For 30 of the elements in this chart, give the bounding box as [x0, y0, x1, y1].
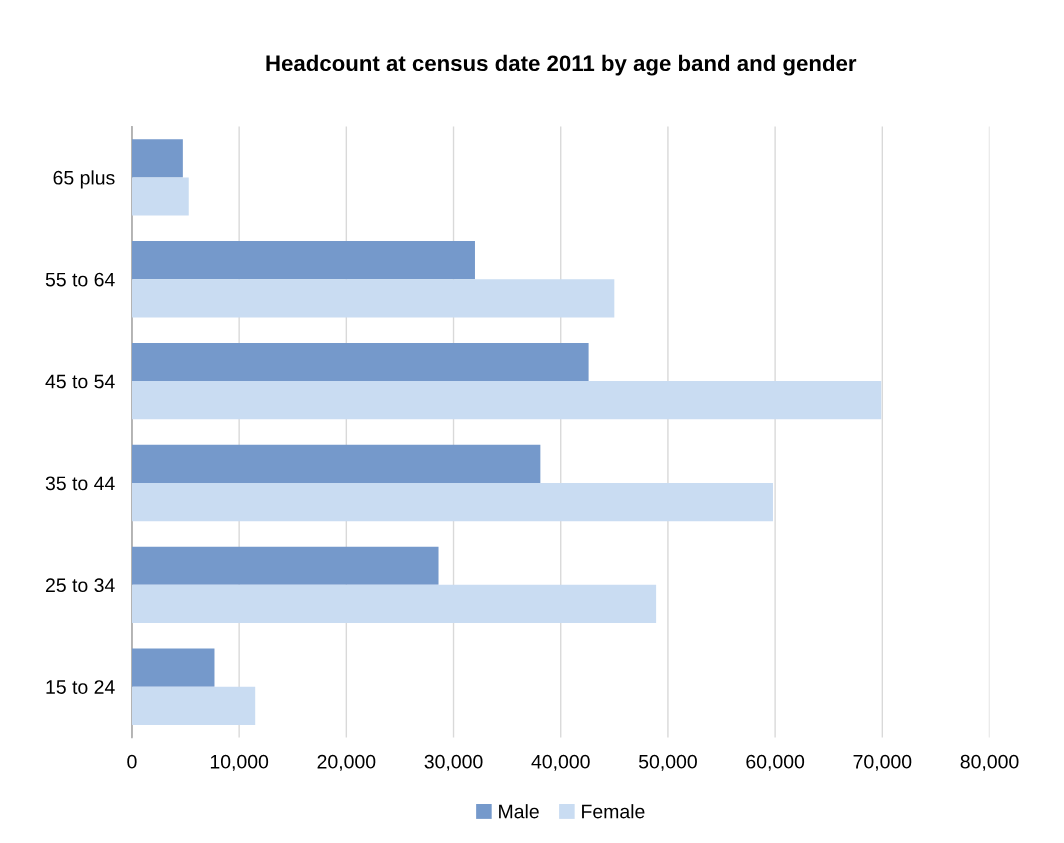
y-tick-label: 55 to 64 — [45, 272, 115, 287]
bar — [131, 648, 215, 687]
bar — [131, 381, 882, 420]
bar — [131, 139, 183, 178]
bar — [131, 482, 773, 522]
x-tick-label: 30,000 — [424, 754, 483, 771]
bar — [131, 342, 589, 382]
bar — [131, 686, 256, 725]
bar — [131, 444, 541, 483]
bar — [131, 241, 475, 280]
x-tick-label: 20,000 — [317, 754, 376, 771]
bar — [131, 279, 615, 318]
x-tick-label: 80,000 — [960, 754, 1019, 771]
x-tick-label: 50,000 — [638, 754, 697, 771]
y-tick-label: 65 plus — [53, 170, 115, 189]
x-tick-label: 40,000 — [531, 754, 590, 771]
y-tick-label: 45 to 54 — [45, 374, 115, 389]
x-tick-label: 70,000 — [853, 754, 912, 771]
y-tick-label: 25 to 34 — [45, 578, 115, 593]
y-tick-label: 15 to 24 — [46, 680, 115, 694]
legend-label: Male — [499, 804, 539, 819]
y-tick-label: 35 to 44 — [45, 476, 115, 491]
bar — [131, 177, 189, 216]
x-tick-label: 10,000 — [210, 754, 269, 771]
chart-title: Headcount at census date 2011 by age band and gender — [266, 54, 857, 76]
x-tick-label: 0 — [127, 754, 137, 769]
legend-label: Female — [582, 804, 645, 819]
bar — [131, 546, 439, 585]
bar — [131, 584, 657, 624]
x-tick-label: 60,000 — [746, 754, 805, 771]
